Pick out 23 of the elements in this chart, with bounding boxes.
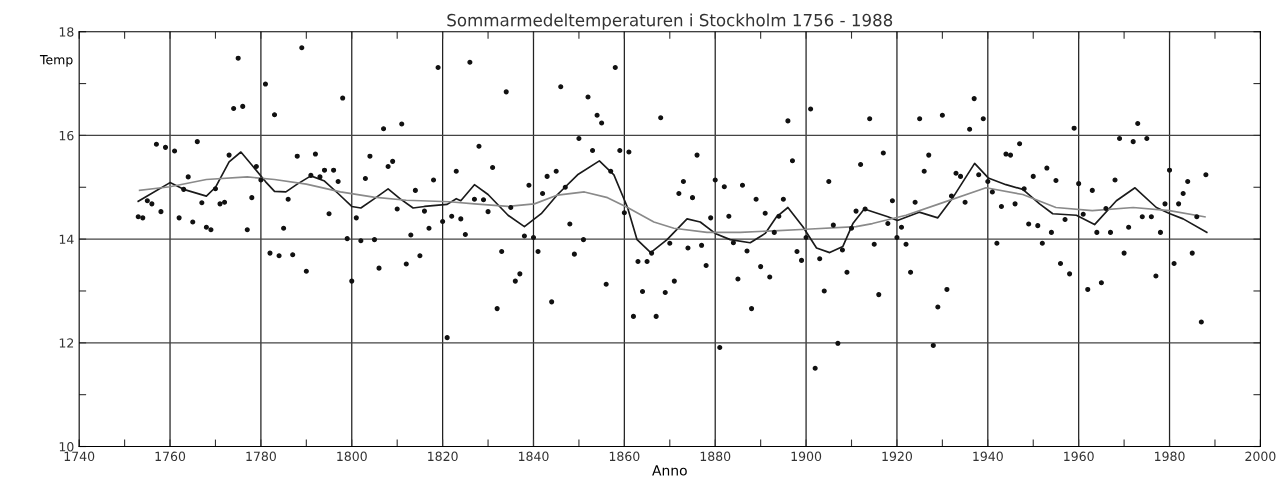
x-tick-label: 1740 xyxy=(64,451,95,462)
x-tick-label: 1860 xyxy=(609,451,640,462)
chart-title: Sommarmedeltemperaturen i Stockholm 1756 - 1988 xyxy=(447,13,893,30)
x-tick-label: 1800 xyxy=(337,451,367,462)
x-axis-title: Anno xyxy=(652,465,687,476)
x-tick-label: 1840 xyxy=(518,451,549,462)
y-tick-label: 12 xyxy=(59,338,74,348)
y-tick-label: 18 xyxy=(59,27,74,37)
x-tick-label: 2000 xyxy=(1245,451,1276,462)
y-axis-title: Temp xyxy=(39,55,73,67)
y-tick-label: 10 xyxy=(59,441,74,452)
x-tick-label: 1900 xyxy=(791,451,822,462)
x-tick-label: 1920 xyxy=(882,451,913,462)
x-tick-label: 1780 xyxy=(246,451,276,462)
x-tick-label: 1760 xyxy=(155,451,186,462)
x-tick-label: 1880 xyxy=(700,451,731,462)
x-tick-label: 1820 xyxy=(428,451,458,462)
y-tick-label: 16 xyxy=(59,130,74,141)
x-tick-label: 1980 xyxy=(1155,451,1185,462)
line-series xyxy=(138,176,1206,234)
x-tick-label: 1940 xyxy=(973,451,1003,462)
y-tick-label: 14 xyxy=(59,234,74,244)
x-tick-label: 1960 xyxy=(1064,451,1094,462)
